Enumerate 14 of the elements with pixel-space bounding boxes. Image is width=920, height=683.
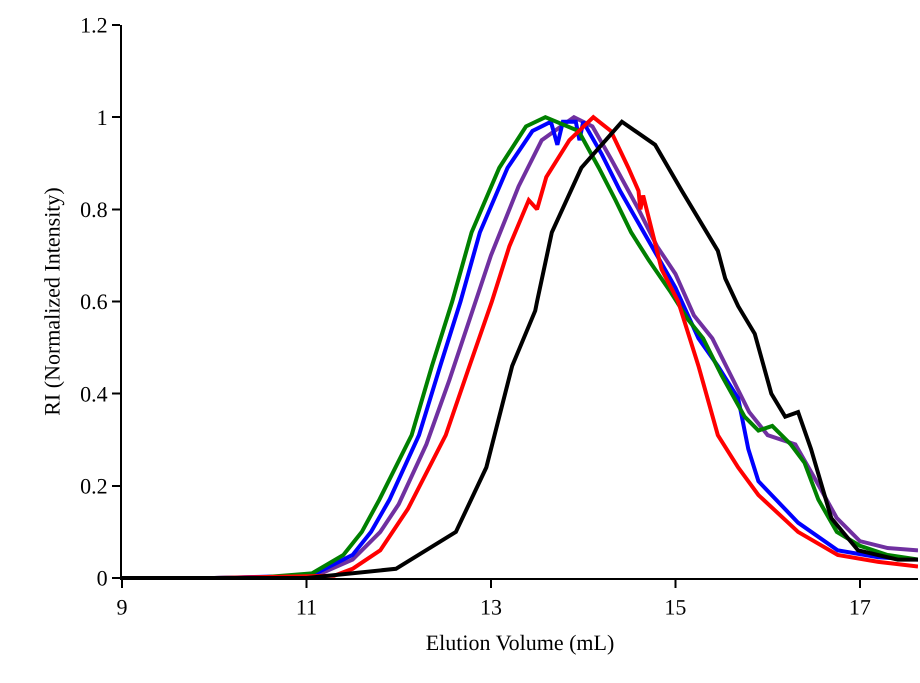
x-tick-label: 15 (664, 594, 686, 620)
x-tick-label: 17 (848, 594, 871, 620)
y-axis-title: RI (Normalized Intensity) (39, 187, 64, 416)
y-tick-label: 0.2 (80, 474, 108, 499)
y-tick-label: 0.6 (80, 289, 108, 314)
y-tick-label: 0.8 (80, 197, 108, 222)
x-axis-title: Elution Volume (mL) (426, 630, 614, 655)
y-tick-label: 1.2 (80, 12, 108, 38)
x-tick-label: 9 (116, 594, 128, 620)
y-tick-label: 0 (96, 566, 108, 591)
y-tick-label: 1 (96, 104, 108, 130)
x-tick-label: 11 (296, 594, 318, 620)
x-tick-label: 13 (480, 594, 502, 620)
y-tick-label: 0.4 (80, 381, 108, 406)
